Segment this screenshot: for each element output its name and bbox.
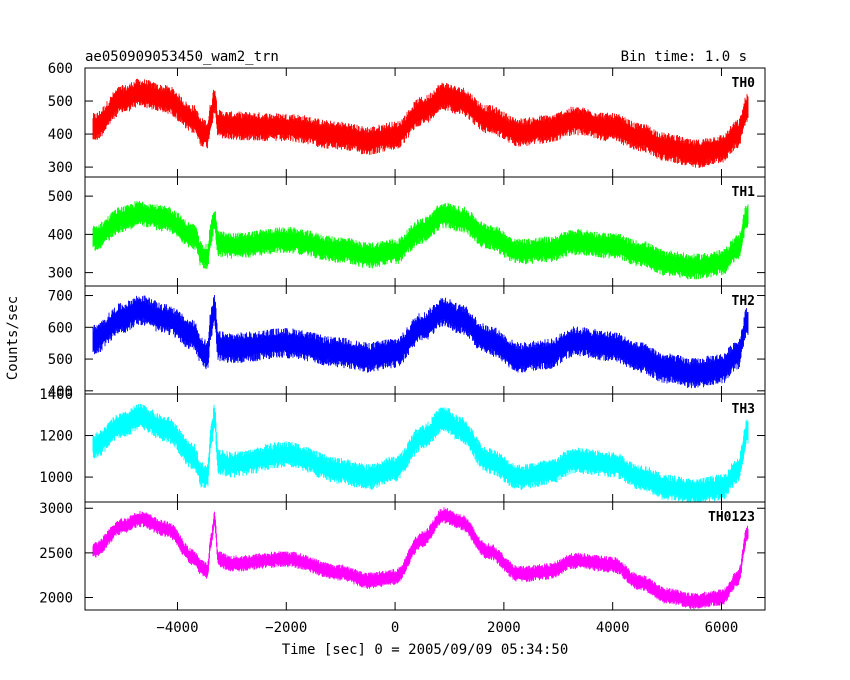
y-axis-title: Counts/sec bbox=[5, 296, 21, 380]
bin-time-label: Bin time: 1.0 s bbox=[621, 49, 747, 65]
y-tick-label-th0123-2500: 2500 bbox=[39, 546, 73, 562]
panels-group: 300 400 500 600 TH0 300 400 500 TH1 400 500 600 700 T… bbox=[39, 61, 766, 636]
panel-label-th1: TH1 bbox=[732, 185, 756, 200]
y-tick-label-th0123-3000: 3000 bbox=[39, 501, 73, 517]
y-tick-label-th2-500: 500 bbox=[48, 352, 73, 368]
y-tick-label-th2-700: 700 bbox=[48, 289, 73, 305]
series-trace-th1 bbox=[92, 200, 749, 280]
x-tick-label-6000: 6000 bbox=[705, 620, 739, 636]
y-tick-label-th3-1400: 1400 bbox=[39, 387, 73, 403]
series-trace-th2 bbox=[92, 295, 749, 389]
x-axis-title: Time [sec] 0 = 2005/09/09 05:34:50 bbox=[282, 642, 569, 658]
y-tick-label-th1-500: 500 bbox=[48, 189, 73, 205]
y-tick-label-th2-400: 400 bbox=[48, 384, 73, 400]
panel-label-th3: TH3 bbox=[732, 402, 755, 417]
x-tick-label-0: 0 bbox=[391, 620, 399, 636]
x-tick-label--2000: −2000 bbox=[265, 620, 307, 636]
series-trace-th0 bbox=[92, 78, 749, 168]
series-trace-th3 bbox=[92, 403, 749, 502]
chart-title: ae050909053450_wam2_trn bbox=[85, 49, 279, 65]
y-tick-label-th3-1200: 1200 bbox=[39, 429, 73, 445]
y-tick-label-th3-1000: 1000 bbox=[39, 470, 73, 486]
panel-frame-th0123 bbox=[84, 501, 766, 611]
panel-label-th0123: TH0123 bbox=[708, 510, 755, 525]
x-tick-label--4000: −4000 bbox=[156, 620, 198, 636]
y-tick-label-th0-400: 400 bbox=[48, 127, 73, 143]
x-tick-label-4000: 4000 bbox=[596, 620, 630, 636]
y-tick-label-th2-600: 600 bbox=[48, 320, 73, 336]
series-trace-th0123 bbox=[92, 507, 749, 610]
x-tick-label-2000: 2000 bbox=[487, 620, 521, 636]
y-tick-label-th1-300: 300 bbox=[48, 266, 73, 282]
y-tick-label-th0-600: 600 bbox=[48, 61, 73, 77]
panel-label-th2: TH2 bbox=[732, 294, 755, 309]
y-tick-label-th0123-2000: 2000 bbox=[39, 591, 73, 607]
panel-label-th0: TH0 bbox=[732, 76, 756, 91]
y-tick-label-th0-300: 300 bbox=[48, 160, 73, 176]
y-tick-label-th0-500: 500 bbox=[48, 94, 73, 110]
y-tick-label-th1-400: 400 bbox=[48, 227, 73, 243]
